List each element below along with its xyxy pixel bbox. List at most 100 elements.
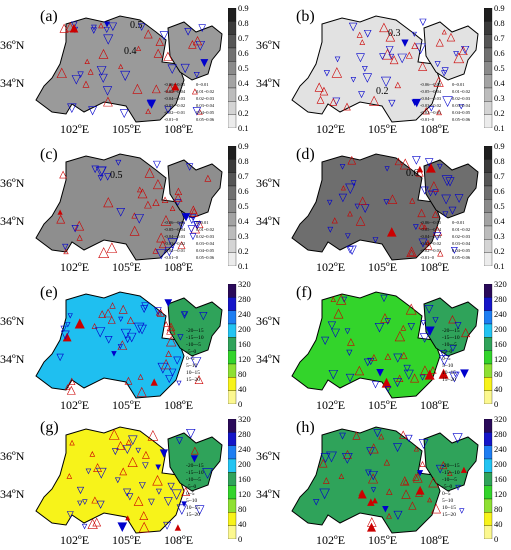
- decrease-marker: [427, 190, 434, 197]
- latitude-label: 34ºN: [256, 487, 281, 501]
- increase-marker: [435, 38, 444, 47]
- increase-marker: [108, 428, 120, 440]
- increase-marker: [460, 466, 467, 473]
- legend-entry: 10~15: [442, 505, 456, 511]
- decrease-marker: [56, 353, 64, 362]
- increase-marker: [65, 22, 75, 32]
- colorbar-step: [228, 21, 237, 35]
- colorbar-step: [484, 34, 493, 49]
- increase-marker: [169, 205, 176, 212]
- colorbar-tick: 0.6: [494, 48, 505, 58]
- colorbar-step: [484, 512, 493, 526]
- decrease-marker: [403, 369, 414, 380]
- legend-entry: 15~20: [442, 377, 456, 383]
- contour-label: 0.5: [130, 20, 143, 31]
- increase-marker: [158, 240, 167, 249]
- increase-marker: [174, 524, 182, 531]
- longitude-label: 108ºE: [420, 122, 450, 136]
- colorbar-tick: 0.3: [494, 93, 505, 103]
- decrease-marker: [442, 211, 449, 218]
- latitude-label: 36ºN: [0, 314, 25, 328]
- increase-marker: [189, 205, 198, 214]
- legend-entry: -0.01~0: [420, 117, 435, 122]
- decrease-marker: [460, 369, 469, 379]
- decrease-marker: [448, 206, 457, 215]
- increase-marker: [330, 296, 336, 302]
- colorbar-tick: 0.2: [238, 246, 249, 256]
- panel-label: (e): [40, 284, 58, 301]
- colorbar-tick: 0.5: [238, 201, 249, 211]
- increase-marker: [98, 22, 104, 29]
- increase-marker: [424, 369, 435, 380]
- increase-marker: [125, 515, 131, 521]
- increase-marker: [116, 440, 126, 450]
- decrease-marker: [118, 316, 124, 322]
- increase-marker: [400, 324, 407, 331]
- decrease-marker: [60, 325, 67, 333]
- legend-entry: 5~10: [442, 363, 454, 369]
- decrease-marker: [449, 345, 457, 352]
- decrease-marker: [362, 73, 373, 83]
- colorbar-step: [228, 101, 237, 115]
- contour-label: 0.3: [388, 28, 401, 39]
- legend-entry: 15~20: [186, 377, 200, 383]
- legend-entry: -0.02~-0.01: [420, 110, 442, 115]
- decrease-marker: [95, 467, 107, 479]
- increase-marker: [371, 497, 378, 504]
- increase-marker: [135, 45, 142, 51]
- colorbar-step: [484, 101, 493, 115]
- increase-marker: [428, 181, 440, 192]
- colorbar-step: [484, 485, 493, 500]
- decrease-marker: [192, 107, 202, 116]
- decrease-marker: [180, 311, 189, 319]
- decrease-marker: [393, 378, 402, 388]
- colorbar-tick: 0.2: [238, 108, 249, 118]
- colorbar-tick: 120: [494, 489, 507, 499]
- increase-marker: [331, 217, 338, 224]
- basin-region-east: [423, 159, 479, 219]
- increase-marker: [66, 385, 76, 395]
- longitude-label: 102ºE: [316, 122, 346, 136]
- increase-marker: [384, 353, 392, 360]
- decrease-marker: [416, 470, 424, 477]
- decrease-marker: [384, 318, 391, 325]
- increase-marker: [136, 186, 143, 193]
- increase-marker: [386, 512, 392, 519]
- decrease-marker: [454, 194, 464, 203]
- decrease-marker: [379, 53, 386, 60]
- legend-entry: -0.05~-0.04: [164, 227, 186, 232]
- decrease-marker: [77, 71, 84, 78]
- colorbar-step: [228, 8, 237, 22]
- legend-entry: 10~15: [186, 370, 200, 376]
- colorbar-step: [228, 310, 237, 325]
- increase-marker: [118, 63, 124, 69]
- decrease-marker: [368, 470, 378, 481]
- decrease-marker: [174, 199, 182, 206]
- decrease-marker: [163, 521, 172, 530]
- increase-marker: [136, 386, 147, 397]
- increase-marker: [91, 323, 98, 329]
- contour-label: 0.5: [110, 170, 123, 181]
- longitude-label: 105ºE: [112, 122, 142, 136]
- decrease-marker: [384, 166, 390, 172]
- increase-marker: [347, 338, 355, 346]
- decrease-marker: [187, 225, 196, 233]
- decrease-marker: [420, 186, 429, 195]
- increase-marker: [389, 55, 399, 65]
- decrease-marker: [370, 487, 377, 493]
- increase-marker: [119, 467, 128, 476]
- increase-marker: [379, 22, 389, 33]
- latitude-label: 36ºN: [256, 38, 281, 52]
- colorbar-step: [228, 74, 237, 89]
- colorbar-step: [228, 472, 237, 486]
- increase-marker: [422, 224, 428, 230]
- increase-marker: [343, 102, 351, 111]
- map-panel-a: (a) 36ºN 34ºN 102ºE 105ºE 108ºE 0.5 0.4 0.9 0.8 0.…: [0, 2, 255, 139]
- decrease-marker: [403, 364, 411, 373]
- increase-marker: [138, 521, 150, 533]
- increase-marker: [369, 95, 380, 106]
- map-canvas: [291, 15, 479, 123]
- panel-label: (c): [40, 146, 58, 163]
- increase-marker: [453, 52, 465, 64]
- decrease-marker: [123, 488, 132, 497]
